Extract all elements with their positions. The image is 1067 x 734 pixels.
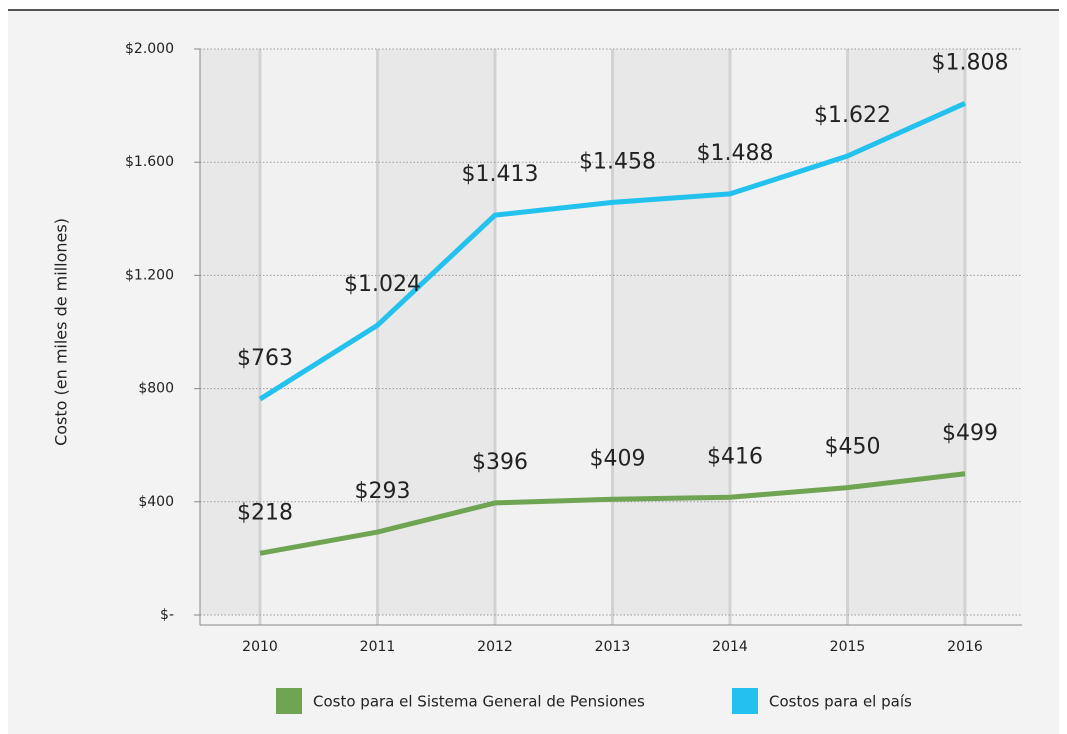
legend-swatch [276,688,302,714]
data-label: $1.458 [579,149,656,174]
series-line [258,101,967,402]
data-label: $1.024 [344,272,421,297]
y-tick-label: $800 [138,381,174,397]
y-tick-label: $1.200 [125,267,174,283]
legend-swatch [732,688,758,714]
series-line [259,471,966,556]
y-tick-label: $2.000 [125,41,174,57]
x-tick-label: 2016 [947,639,983,655]
x-tick-label: 2013 [595,639,631,655]
x-tick-label: 2015 [830,639,866,655]
legend-label: Costos para el país [769,693,912,711]
band [612,49,730,615]
y-tick-label: $400 [138,494,174,510]
band [260,49,378,615]
band [200,49,260,615]
data-label: $293 [355,479,411,504]
data-label: $416 [707,444,763,469]
band [495,49,613,615]
data-label: $409 [590,446,646,471]
band [377,49,495,615]
band [965,49,1022,615]
data-label: $450 [825,435,881,460]
x-tick-label: 2014 [712,639,748,655]
x-tick-label: 2011 [360,639,396,655]
data-label: $1.808 [932,50,1009,75]
data-label: $396 [472,450,528,475]
y-tick-label: $- [160,607,174,623]
y-tick-label: $1.600 [125,154,174,170]
x-tick-label: 2012 [477,639,513,655]
data-label: $218 [237,500,293,525]
data-label: $1.413 [462,162,539,187]
data-label: $763 [237,346,293,371]
y-axis-title: Costo (en miles de millones) [52,218,71,446]
band [847,49,965,615]
data-label: $1.488 [697,141,774,166]
legend-label: Costo para el Sistema General de Pension… [313,693,645,711]
band [730,49,848,615]
x-tick-label: 2010 [242,639,278,655]
data-label: $499 [942,421,998,446]
data-label: $1.622 [814,103,891,128]
